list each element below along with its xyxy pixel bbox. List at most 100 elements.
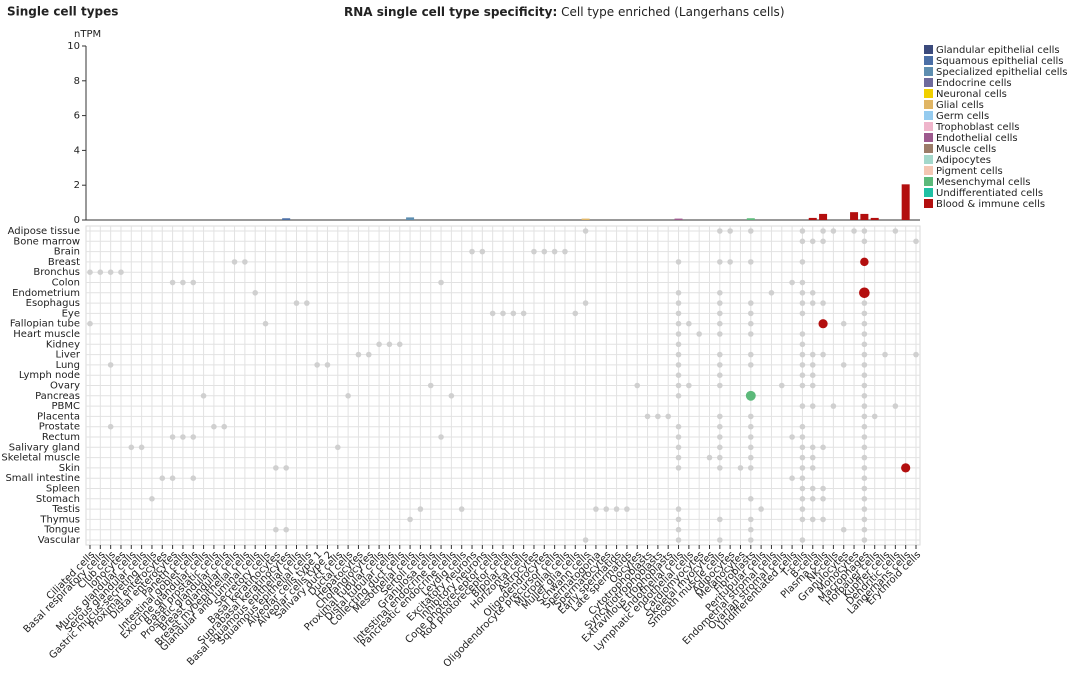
- expression-dot: [169, 434, 176, 440]
- expression-dot: [675, 310, 682, 317]
- expression-dot: [748, 516, 754, 523]
- expression-dot: [675, 465, 682, 471]
- expression-dot: [820, 228, 826, 234]
- expression-dot: [675, 331, 682, 337]
- expression-dot: [717, 434, 723, 440]
- tissue-label: Skin: [59, 463, 80, 474]
- expression-dot: [799, 485, 806, 492]
- expression-dot: [799, 362, 806, 368]
- expression-dot: [169, 279, 176, 286]
- expression-dot: [200, 393, 207, 399]
- legend-label: Trophoblast cells: [935, 122, 1019, 133]
- expression-dot: [655, 413, 661, 420]
- expression-dot: [675, 290, 682, 296]
- legend-swatch: [924, 67, 933, 76]
- expression-dot: [861, 300, 868, 306]
- expression-dot: [159, 475, 166, 482]
- expression-dot: [603, 506, 610, 512]
- bar: [282, 218, 291, 220]
- legend-label: Pigment cells: [936, 166, 1003, 177]
- expression-dot: [799, 475, 806, 482]
- legend-label: Blood & immune cells: [936, 199, 1045, 210]
- tissue-label: Testis: [51, 504, 80, 515]
- expression-dot: [748, 537, 754, 543]
- expression-dot: [97, 269, 104, 276]
- expression-dot: [901, 463, 911, 473]
- tissue-label: Eye: [62, 308, 80, 319]
- expression-dot: [675, 372, 682, 379]
- expression-dot: [314, 362, 320, 368]
- expression-dot: [293, 300, 300, 306]
- expression-dot: [778, 382, 785, 389]
- legend-swatch: [924, 166, 933, 175]
- legend-swatch: [924, 100, 933, 109]
- legend-label: Mesenchymal cells: [936, 177, 1030, 188]
- expression-dot: [809, 465, 816, 471]
- expression-dot: [861, 444, 868, 451]
- expression-dot: [913, 351, 919, 358]
- expression-dot: [809, 496, 816, 502]
- expression-dot: [717, 413, 723, 420]
- expression-dot: [407, 516, 413, 523]
- expression-dot: [748, 496, 754, 502]
- expression-dot: [799, 351, 806, 358]
- expression-dot: [768, 290, 775, 296]
- expression-dot: [861, 310, 868, 317]
- expression-dot: [717, 454, 723, 461]
- expression-dot: [644, 413, 651, 420]
- expression-dot: [717, 290, 723, 296]
- legend-swatch: [924, 111, 933, 120]
- expression-dot: [799, 341, 806, 348]
- expression-dot: [665, 413, 671, 420]
- expression-dot: [748, 423, 754, 430]
- bar: [808, 217, 817, 220]
- bar: [819, 213, 828, 220]
- expression-dot: [696, 331, 702, 337]
- expression-dot: [799, 423, 806, 430]
- expression-dot: [799, 259, 806, 265]
- expression-dot: [717, 444, 723, 451]
- page-header: Single cell types: [7, 5, 118, 19]
- expression-dot: [675, 506, 682, 512]
- expression-dot: [717, 516, 723, 523]
- tissue-label: Tongue: [43, 525, 80, 536]
- bar: [901, 184, 910, 220]
- expression-dot: [675, 341, 682, 348]
- expression-dot: [892, 228, 899, 234]
- expression-dot: [748, 310, 754, 317]
- expression-dot: [820, 485, 826, 492]
- expression-dot: [809, 516, 816, 523]
- expression-dot: [438, 434, 444, 440]
- expression-dot: [799, 516, 806, 523]
- expression-dot: [861, 475, 868, 482]
- expression-dot: [686, 320, 692, 327]
- legend-label: Adipocytes: [936, 155, 991, 166]
- expression-dot: [860, 257, 869, 267]
- expression-dot: [840, 362, 847, 368]
- expression-dot: [500, 310, 506, 317]
- legend-label: Muscle cells: [936, 144, 996, 155]
- expression-dot: [221, 423, 228, 430]
- expression-dot: [510, 310, 517, 317]
- expression-dot: [717, 259, 723, 265]
- expression-dot: [180, 279, 186, 286]
- tissue-label: Ovary: [50, 381, 80, 392]
- expression-dot: [355, 351, 362, 358]
- expression-dot: [211, 423, 217, 430]
- expression-dot: [861, 537, 868, 543]
- expression-dot: [242, 259, 248, 265]
- expression-dot: [675, 526, 682, 533]
- expression-dot: [851, 228, 857, 234]
- expression-dot: [861, 331, 868, 337]
- bar: [674, 218, 683, 220]
- expression-dot: [427, 382, 434, 389]
- legend-label: Undifferentiated cells: [936, 188, 1043, 199]
- expression-dot: [799, 403, 806, 409]
- y-axis-label: nTPM: [74, 29, 101, 40]
- expression-dot: [830, 403, 837, 409]
- expression-dot: [107, 269, 114, 276]
- expression-dot: [799, 434, 806, 440]
- tissue-label: Stomach: [36, 494, 80, 505]
- expression-dot: [748, 526, 754, 533]
